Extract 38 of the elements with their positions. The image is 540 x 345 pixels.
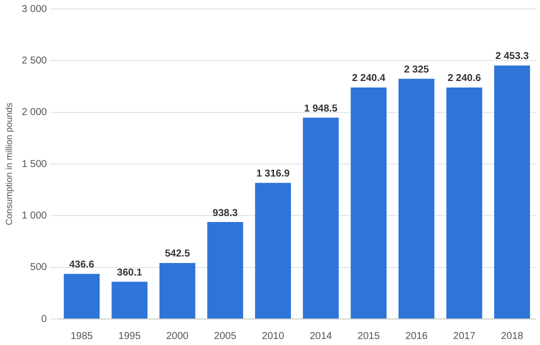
x-tick-label: 2005 (214, 330, 237, 342)
bar (112, 282, 148, 318)
bar (207, 222, 244, 318)
x-tick-label: 2014 (310, 330, 332, 342)
y-tick-label: 0 (41, 314, 48, 325)
data-label: 938.3 (212, 208, 238, 219)
y-tick-label: 500 (30, 262, 48, 274)
x-tick-label: 1985 (70, 330, 94, 342)
y-tick-label: 3 000 (22, 4, 48, 15)
y-axis-title: Consumption in million pounds (4, 102, 14, 226)
data-label: 2 240.6 (448, 73, 482, 84)
bar (64, 274, 100, 318)
x-tick-label: 2010 (262, 330, 285, 342)
x-tick-label: 1995 (118, 330, 142, 342)
data-label: 436.6 (69, 260, 95, 271)
bar (159, 262, 196, 318)
bar (302, 118, 339, 318)
x-tick-label: 2000 (166, 330, 189, 342)
x-tick-label: 2017 (453, 330, 476, 342)
data-label: 1 948.5 (304, 103, 338, 114)
x-tick-label: 2016 (405, 330, 428, 342)
y-tick-label: 2 000 (22, 107, 48, 118)
bar (350, 87, 387, 318)
y-tick-label: 1 500 (22, 158, 48, 170)
data-label: 360.1 (117, 268, 142, 279)
data-label: 2 453.3 (495, 51, 530, 62)
bar (494, 65, 530, 318)
data-label: 2 325 (404, 64, 430, 76)
bar (446, 87, 482, 318)
y-tick-label: 2 500 (22, 55, 48, 66)
y-tick-label: 1 000 (22, 210, 48, 222)
data-label: 542.5 (164, 248, 190, 260)
x-tick-label: 2015 (358, 330, 380, 342)
bar (398, 78, 434, 318)
data-label: 2 240.4 (352, 73, 386, 84)
x-tick-label: 2018 (500, 330, 524, 342)
bar (255, 182, 291, 318)
data-label: 1 316.9 (256, 168, 290, 180)
